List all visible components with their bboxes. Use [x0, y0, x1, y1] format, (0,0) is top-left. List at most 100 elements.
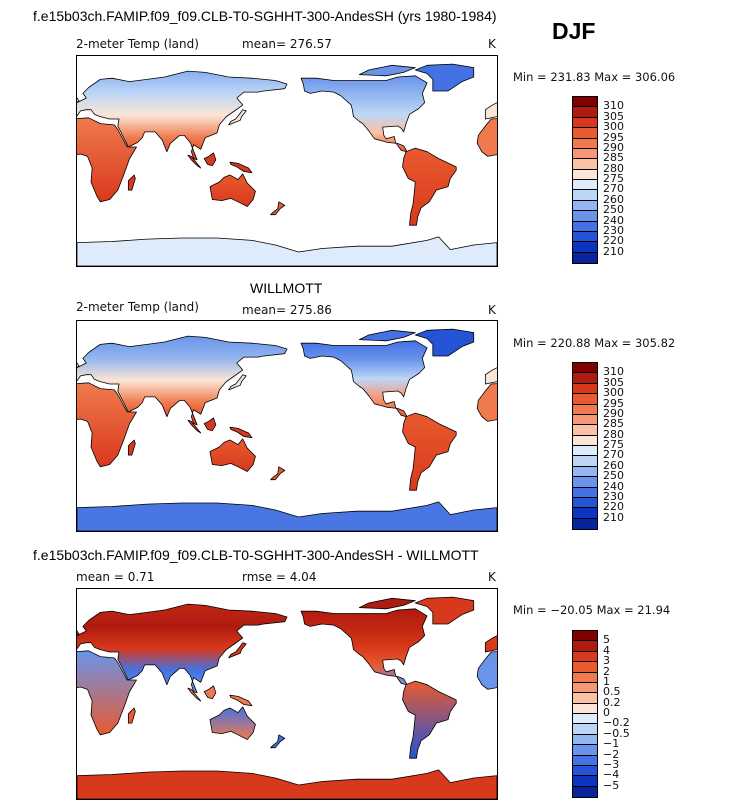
panel1-colorbar-swatch — [573, 211, 597, 222]
panel1-colorbar-tick-label: 270 — [603, 182, 624, 196]
africa-landmass — [77, 650, 137, 736]
panel2-colorbar-tick-label: 280 — [603, 427, 624, 441]
new-zealand-landmass — [270, 201, 286, 216]
panel1-colorbar-swatch — [573, 221, 597, 232]
panel2-colorbar-swatch — [573, 518, 597, 529]
sumatra-landmass — [187, 419, 202, 434]
panel2-map — [76, 320, 498, 532]
panel1-colorbar-tick-label: 295 — [603, 130, 624, 144]
british-isles-landmass — [77, 97, 80, 103]
panel2-colorbar-swatch — [573, 404, 597, 415]
panel2-colorbar-tick-label: 260 — [603, 458, 624, 472]
panel3-colorbar-tick-label: −0.5 — [603, 726, 630, 740]
panel1-minmax-label: Min = 231.83 Max = 306.06 — [513, 70, 676, 84]
panel2-colorbar-tick-label: 310 — [603, 365, 624, 379]
panel1-colorbar-swatch — [573, 200, 597, 212]
panel3-colorbar-swatch — [573, 734, 597, 746]
greenland-landmass — [414, 328, 475, 357]
europe-wrap-landmass — [484, 367, 497, 385]
south-america-landmass — [402, 680, 457, 759]
british-isles-landmass — [77, 362, 80, 368]
panel2-colorbar-tick-label: 285 — [603, 417, 624, 431]
panel2-units-label: K — [488, 303, 496, 317]
panel3-colorbar-swatch — [573, 786, 597, 797]
japan-landmass — [228, 374, 247, 391]
panel3-colorbar-tick-label: 3 — [603, 654, 610, 668]
panel2-colorbar-swatch — [573, 414, 597, 426]
panel1-colorbar-swatch — [573, 252, 597, 263]
panel1-colorbar-swatch — [573, 159, 597, 170]
panel3-colorbar-tick-label: −1 — [603, 737, 620, 751]
panel3-colorbar-tick-label: 2 — [603, 664, 610, 678]
british-isles-landmass — [77, 630, 80, 636]
panel3-title: f.e15b03ch.FAMIP.f09_f09.CLB-T0-SGHHT-30… — [33, 547, 479, 563]
panel3-colorbar-tick-label: 0 — [603, 706, 610, 719]
panel2-title: WILLMOTT — [250, 280, 323, 296]
panel2-colorbar-swatch — [573, 508, 597, 519]
panel2-colorbar-swatch — [573, 394, 597, 405]
panel1-colorbar-swatch — [573, 138, 597, 149]
panel3-colorbar-swatch — [573, 776, 597, 787]
panel2-colorbar-tick-label: 295 — [603, 396, 624, 410]
panel2-colorbar-swatch — [573, 373, 597, 384]
season-label: DJF — [552, 18, 596, 44]
panel2-variable-label: 2-meter Temp (land) — [76, 300, 199, 314]
eurasia-landmass — [77, 603, 288, 694]
panel2-colorbar-tick-label: 250 — [603, 469, 624, 483]
new-guinea-landmass — [229, 426, 253, 439]
panel3-colorbar-tick-label: 0.2 — [603, 695, 621, 709]
panel2-colorbar-tick-label: 290 — [603, 406, 624, 420]
madagascar-landmass — [127, 707, 136, 724]
panel1-colorbar-tick-label: 275 — [603, 172, 624, 185]
panel1-colorbar-tick-label: 310 — [603, 99, 624, 113]
south-america-landmass — [402, 412, 457, 491]
panel1-colorbar-swatch — [573, 169, 597, 180]
borneo-landmass — [203, 152, 217, 167]
north-america-landmass — [300, 340, 428, 418]
panel3-colorbar-swatch — [573, 755, 597, 766]
panel1-colorbar-swatch — [573, 128, 597, 139]
panel1-colorbar — [572, 96, 598, 264]
panel3-colorbar-swatch — [573, 672, 597, 683]
panel3-colorbar-swatch — [573, 682, 597, 694]
panel3-colorbar-swatch — [573, 641, 597, 652]
panel3-colorbar-tick-label: −5 — [603, 778, 620, 792]
panel3-colorbar-swatch — [573, 745, 597, 756]
panel2-colorbar — [572, 362, 598, 530]
panel1-variable-label: 2-meter Temp (land) — [76, 37, 199, 51]
panel3-colorbar-tick-label: 4 — [603, 643, 610, 657]
panel2-colorbar-tick-label: 230 — [603, 489, 624, 503]
panel3-colorbar-swatch — [573, 662, 597, 673]
panel2-colorbar-tick-label: 270 — [603, 448, 624, 462]
panel1-colorbar-tick-label: 210 — [603, 244, 624, 258]
panel2-colorbar-swatch — [573, 456, 597, 467]
panel1-colorbar-swatch — [573, 180, 597, 191]
panel2-colorbar-swatch — [573, 363, 597, 374]
panel2-colorbar-swatch — [573, 466, 597, 478]
eurasia-landmass — [77, 335, 288, 426]
panel2-colorbar-tick-label: 210 — [603, 510, 624, 524]
arctic-islands-landmass — [358, 64, 416, 77]
panel2-colorbar-swatch — [573, 487, 597, 498]
greenland-landmass — [414, 596, 475, 625]
panel2-colorbar-tick-label: 240 — [603, 479, 624, 493]
africa-wrap-landmass — [476, 651, 497, 690]
panel2-colorbar-tick-label: 275 — [603, 438, 624, 451]
africa-wrap-landmass — [476, 118, 497, 157]
panel1-colorbar-swatch — [573, 107, 597, 118]
panel3-mean-label: mean = 0.71 — [76, 570, 155, 584]
panel3-colorbar-tick-label: −4 — [603, 768, 620, 782]
panel2-colorbar-swatch — [573, 425, 597, 436]
panel1-colorbar-tick-label: 260 — [603, 192, 624, 206]
antarctica-landmass — [77, 769, 497, 799]
panel3-colorbar-swatch — [573, 693, 597, 704]
panel3-colorbar-swatch — [573, 714, 597, 725]
figure-title: f.e15b03ch.FAMIP.f09_f09.CLB-T0-SGHHT-30… — [33, 8, 497, 24]
new-zealand-landmass — [270, 734, 286, 749]
panel1-mean-label: mean= 276.57 — [242, 37, 332, 51]
arctic-islands-landmass — [358, 597, 416, 610]
panel1-colorbar-tick-label: 220 — [603, 234, 624, 248]
panel3-map — [76, 588, 498, 800]
panel2-colorbar-tick-label: 220 — [603, 500, 624, 514]
africa-landmass — [77, 382, 137, 468]
